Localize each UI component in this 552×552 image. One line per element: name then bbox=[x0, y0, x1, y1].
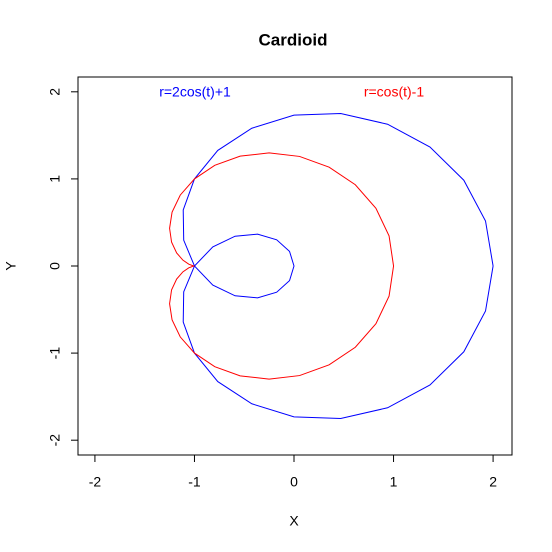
legend-label: r=cos(t)-1 bbox=[364, 84, 425, 100]
y-tick-label: 1 bbox=[47, 175, 63, 183]
y-tick-label: 0 bbox=[47, 262, 63, 270]
curve bbox=[182, 112, 494, 420]
y-tick-label: -1 bbox=[47, 347, 63, 360]
x-tick-label: 0 bbox=[290, 474, 298, 490]
legend-label: r=2cos(t)+1 bbox=[159, 84, 231, 100]
x-tick-label: -1 bbox=[188, 474, 201, 490]
curve bbox=[169, 152, 395, 380]
x-tick-label: 2 bbox=[489, 474, 497, 490]
y-tick-label: 2 bbox=[47, 88, 63, 96]
x-axis-label: X bbox=[289, 513, 299, 529]
chart-title: Cardioid bbox=[259, 30, 328, 49]
x-tick-label: 1 bbox=[390, 474, 398, 490]
y-tick-label: -2 bbox=[47, 434, 63, 447]
y-axis-label: Y bbox=[3, 261, 19, 271]
x-tick-label: -2 bbox=[89, 474, 102, 490]
